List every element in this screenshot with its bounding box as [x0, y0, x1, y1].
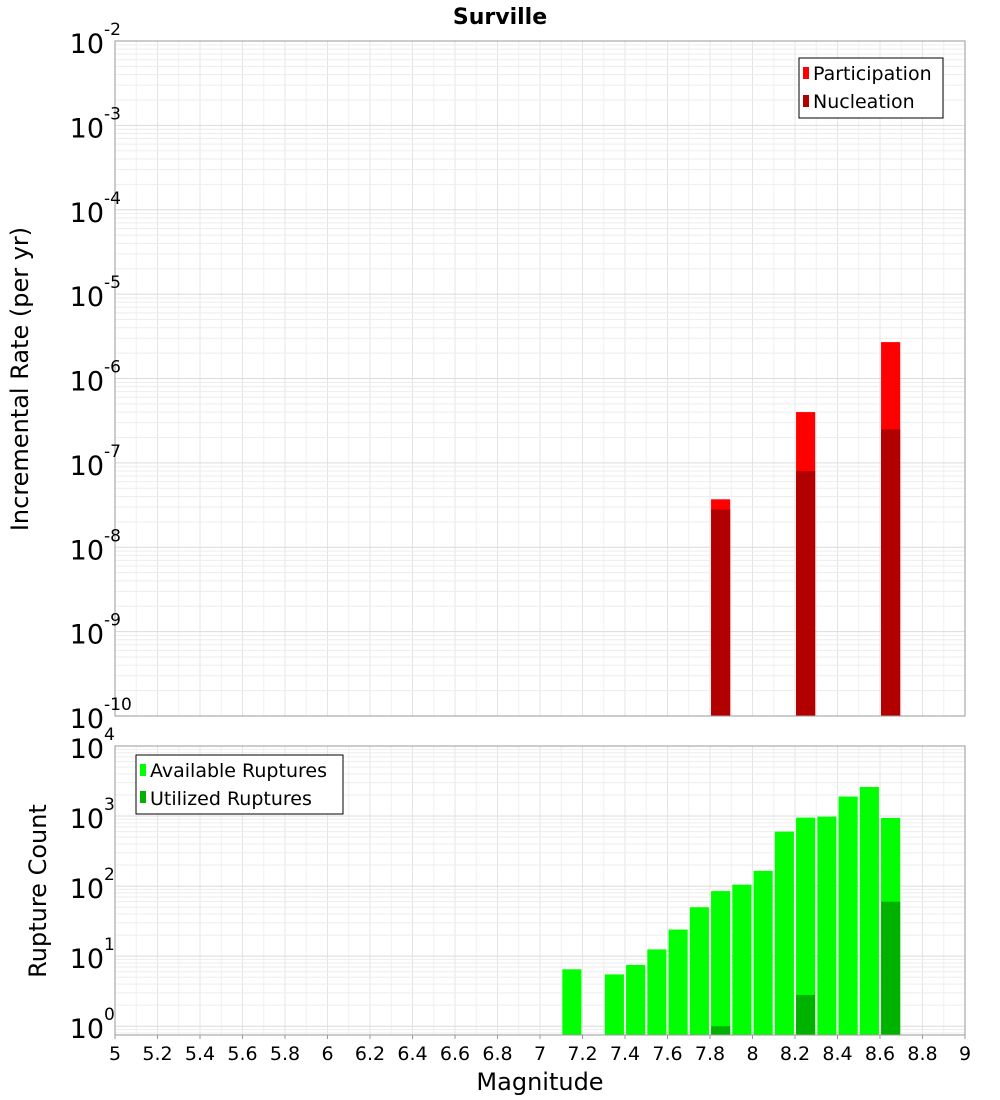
y-tick-label-exponent: 4 [104, 725, 115, 745]
y-tick-label-base: 10 [70, 535, 104, 566]
y-tick-label-exponent: -8 [104, 526, 121, 546]
legend-label-participation: Participation [813, 63, 932, 85]
y-tick-label-exponent: 3 [104, 795, 115, 815]
y-tick-label-base: 10 [70, 198, 104, 229]
bottom-bar-available-ruptures [817, 816, 837, 1035]
x-tick-label: 6.6 [440, 1043, 470, 1065]
x-tick-label: 5.8 [270, 1043, 300, 1065]
y-tick-label-exponent: 0 [104, 1005, 115, 1025]
bottom-bar-available-ruptures [668, 929, 688, 1035]
x-tick-label: 8.6 [865, 1043, 895, 1065]
y-tick-label-exponent: -2 [104, 20, 121, 40]
legend-label-nucleation: Nucleation [813, 91, 915, 113]
bottom-bar-available-ruptures [732, 884, 752, 1035]
top-bar-nucleation [881, 429, 901, 716]
y-tick-label-base: 10 [70, 944, 104, 975]
y-tick-label-exponent: 1 [104, 935, 115, 955]
bottom-legend-box [135, 754, 344, 815]
legend-swatch-nucleation [803, 95, 809, 107]
y-tick-label-exponent: -10 [104, 695, 132, 715]
y-tick-label-base: 10 [70, 1014, 104, 1045]
x-tick-label: 8.2 [780, 1043, 810, 1065]
top-plot-frame [114, 40, 966, 717]
bottom-bar-available-ruptures [562, 969, 582, 1035]
y-tick-label-base: 10 [70, 282, 104, 313]
x-tick-label: 5.4 [185, 1043, 215, 1065]
bottom-bar-utilized-ruptures [881, 901, 901, 1035]
y-tick-label-base: 10 [70, 704, 104, 735]
bottom-bar-utilized-ruptures [711, 1026, 731, 1035]
chart-title: Surville [453, 5, 547, 30]
top-legend-box [798, 57, 944, 119]
bottom-bar-available-ruptures [796, 817, 816, 1035]
y-tick-label-exponent: -6 [104, 358, 121, 378]
legend-label-available: Available Ruptures [150, 760, 327, 782]
x-tick-label: 8.4 [822, 1043, 852, 1065]
x-tick-label: 7.6 [652, 1043, 682, 1065]
x-tick-label: 6.4 [397, 1043, 427, 1065]
x-tick-label: 9 [959, 1043, 971, 1065]
bottom-y-axis-label: Rupture Count [24, 804, 52, 978]
top-bars [711, 342, 901, 716]
y-tick-label-base: 10 [70, 734, 104, 765]
x-tick-label: 7.4 [610, 1043, 640, 1065]
y-tick-label-base: 10 [70, 874, 104, 905]
top-grid [114, 40, 966, 717]
x-tick-label: 8.8 [907, 1043, 937, 1065]
bottom-bar-available-ruptures [774, 831, 794, 1035]
x-tick-label: 7.2 [567, 1043, 597, 1065]
y-tick-label-exponent: -9 [104, 611, 121, 631]
bottom-bar-available-ruptures [626, 964, 646, 1035]
bottom-bars [562, 786, 901, 1035]
bottom-bar-available-ruptures [711, 891, 731, 1035]
bottom-bar-utilized-ruptures [796, 994, 816, 1035]
y-tick-label-base: 10 [70, 113, 104, 144]
top-bar-nucleation [711, 509, 731, 716]
top-bar-nucleation [796, 471, 816, 716]
bottom-bar-available-ruptures [604, 974, 624, 1035]
x-tick-label: 6.2 [355, 1043, 385, 1065]
x-tick-label: 7.8 [695, 1043, 725, 1065]
y-tick-label-base: 10 [70, 367, 104, 398]
x-tick-label: 5.2 [142, 1043, 172, 1065]
legend-label-utilized: Utilized Ruptures [150, 788, 312, 810]
bottom-bar-available-ruptures [689, 907, 709, 1035]
y-tick-label-base: 10 [70, 29, 104, 60]
x-tick-label: 5 [109, 1043, 121, 1065]
y-tick-label-base: 10 [70, 804, 104, 835]
legend-swatch-available [140, 764, 146, 776]
top-legend: Participation Nucleation [798, 57, 944, 119]
bottom-bar-available-ruptures [859, 786, 879, 1035]
bottom-bar-available-ruptures [838, 796, 858, 1035]
y-tick-label-exponent: -5 [104, 273, 121, 293]
y-tick-label-base: 10 [70, 620, 104, 651]
top-y-axis-label: Incremental Rate (per yr) [6, 227, 34, 531]
x-tick-label: 8 [746, 1043, 758, 1065]
bottom-bar-available-ruptures [753, 870, 773, 1035]
bottom-bar-available-ruptures [647, 949, 667, 1035]
y-tick-label-exponent: -4 [104, 189, 121, 209]
bottom-legend: Available Ruptures Utilized Ruptures [135, 754, 344, 815]
x-tick-label: 6 [321, 1043, 333, 1065]
legend-swatch-utilized [140, 791, 146, 803]
legend-swatch-participation [803, 67, 809, 79]
x-tick-label: 5.6 [227, 1043, 257, 1065]
y-tick-label-base: 10 [70, 451, 104, 482]
y-tick-label-exponent: -3 [104, 104, 121, 124]
x-ticks: 5 5.2 5.4 5.6 5.8 6 6.2 6.4 6.6 6.8 7 7.2 7.4 7.6 7.8 8… [109, 1035, 971, 1065]
y-tick-label-exponent: -7 [104, 442, 121, 462]
y-tick-label-exponent: 2 [104, 865, 115, 885]
x-tick-label: 7 [534, 1043, 546, 1065]
x-tick-label: 6.8 [482, 1043, 512, 1065]
x-axis-label: Magnitude [476, 1068, 603, 1096]
